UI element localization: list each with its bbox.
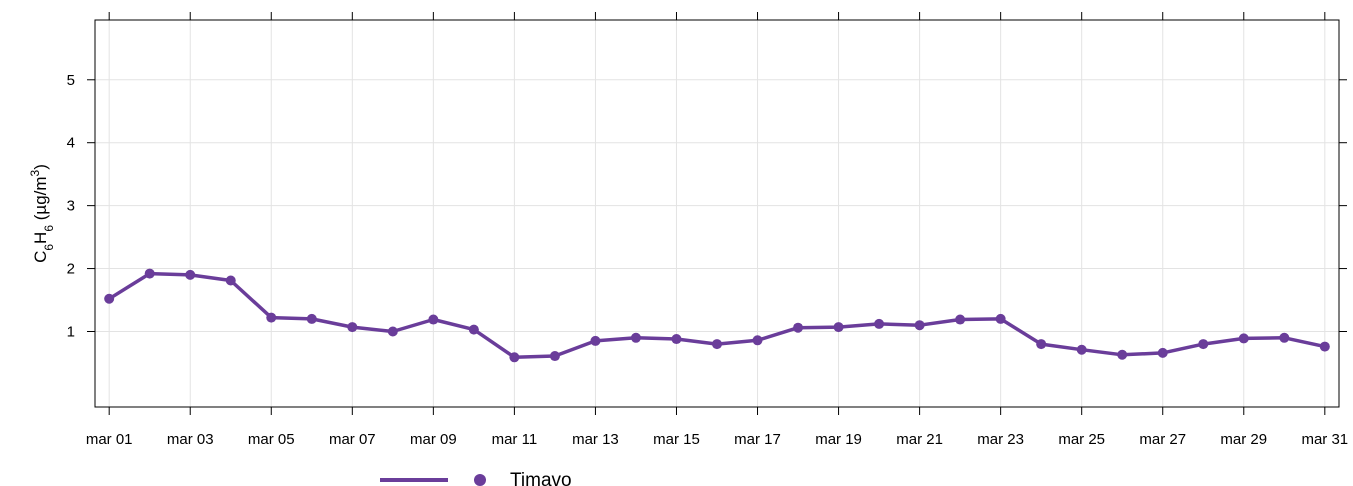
data-point [1036,339,1047,350]
data-point [185,269,196,280]
data-point [509,352,520,363]
data-point [347,322,358,333]
data-point [630,332,641,343]
data-point [1279,332,1290,343]
x-tick-label: mar 07 [329,431,376,448]
x-tick-label: mar 21 [896,431,943,448]
x-tick-label: mar 15 [653,431,700,448]
data-point [955,314,966,325]
x-tick-label: mar 31 [1301,431,1348,448]
ylabel-sub2: 6 [42,225,56,232]
x-tick-label: mar 25 [1058,431,1105,448]
y-tick-label: 5 [67,72,75,89]
data-point [712,339,722,350]
x-tick-label: mar 17 [734,431,781,448]
series-layer [104,268,1330,363]
x-tick-label: mar 11 [492,431,538,448]
data-point [468,324,479,335]
ylabel-prefix: C [31,251,50,263]
ylabel-sup: 3 [28,169,42,176]
data-point [671,334,682,345]
grid-lines [95,20,1339,407]
data-point [590,335,601,346]
x-tick-label: mar 13 [572,431,619,448]
data-point [1198,339,1209,350]
x-tick-label: mar 29 [1220,431,1267,448]
data-point [225,275,236,286]
y-axis-label: C6H6 (µg/m3) [28,164,56,263]
data-point [549,351,560,362]
data-point [1157,347,1168,358]
ylabel-sub1: 6 [42,244,56,251]
legend: Timavo [380,470,572,486]
data-point [833,322,844,333]
ylabel-unit-open: (µg/m [31,176,50,225]
x-tick-label: mar 03 [167,431,214,448]
data-point [874,318,885,329]
data-point [104,293,115,304]
data-point [428,314,439,325]
x-tick-label: mar 23 [977,431,1024,448]
y-tick-label: 2 [67,261,75,278]
data-point [144,268,155,279]
data-point [793,322,804,333]
data-point [752,335,763,346]
data-point [995,313,1006,324]
plot-frame [94,19,1340,408]
data-point [1319,341,1330,352]
data-point [306,313,317,324]
x-tick-label: mar 01 [86,431,133,448]
x-tick-label: mar 19 [815,431,862,448]
x-tick-label: mar 09 [410,431,457,448]
data-point [387,326,398,337]
ylabel-unit-close: ) [31,164,50,170]
data-point [1117,349,1128,360]
data-point [266,312,277,323]
y-tick-label: 4 [67,135,75,152]
data-point [1238,333,1249,344]
data-point [914,320,925,331]
ylabel-mid: H [31,232,50,244]
x-tick-label: mar 27 [1139,431,1186,448]
legend-label: Timavo [510,470,572,486]
y-tick-label: 3 [67,198,75,215]
x-tick-label: mar 05 [248,431,295,448]
y-tick-label: 1 [67,323,75,340]
legend-marker-swatch [474,474,486,486]
data-point [1076,344,1087,355]
axes: mar 01 mar 03 mar 05 mar 07 mar 09 mar 11 mar … [67,12,1348,448]
